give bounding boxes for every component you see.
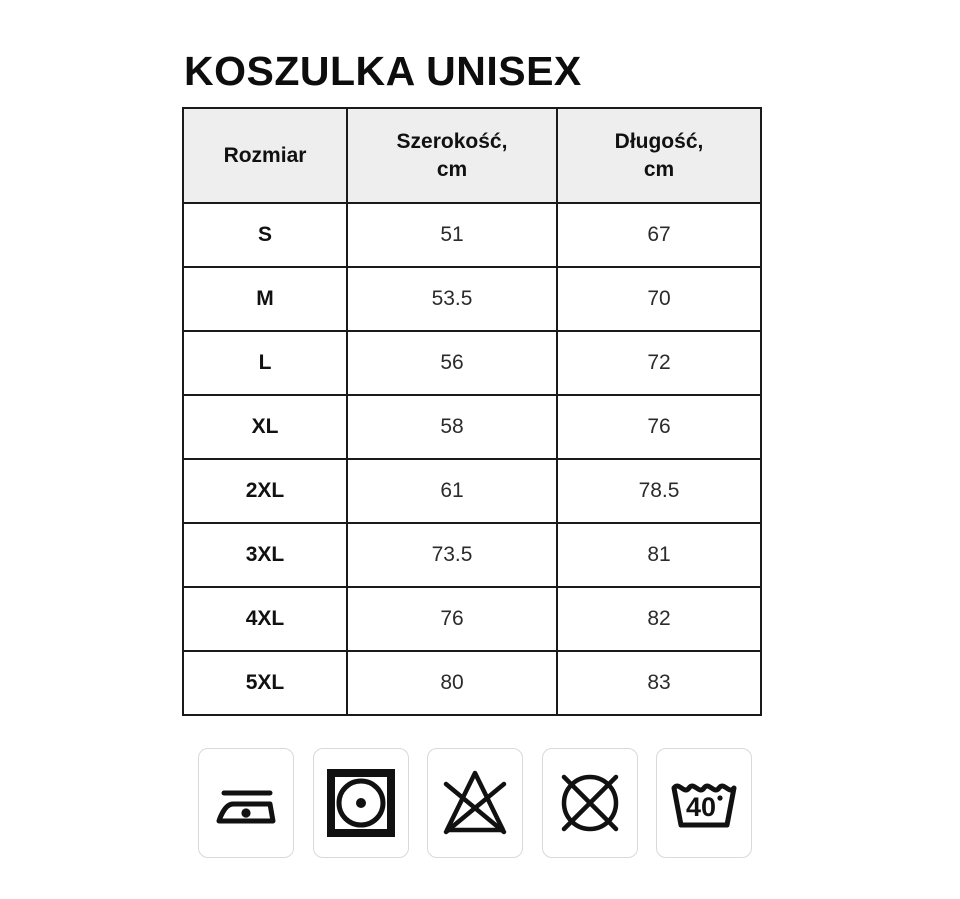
do-not-bleach-icon	[443, 770, 507, 835]
care-symbols-row: 40	[198, 747, 752, 859]
table-row: XL 58 76	[182, 394, 762, 460]
page-title: KOSZULKA UNISEX	[184, 48, 582, 94]
tumble-dry-low-icon	[326, 769, 395, 837]
do-not-dry-clean-icon	[561, 774, 618, 832]
cell-size: 3XL	[182, 522, 348, 588]
column-header-length-line1: Długość,	[614, 129, 704, 153]
column-header-length: Długość, cm	[556, 107, 762, 204]
wash-40-icon: 40	[671, 783, 737, 828]
cell-length: 78.5	[556, 458, 762, 524]
care-symbol-iron	[198, 748, 294, 858]
cell-length: 67	[556, 202, 762, 268]
cell-size: 5XL	[182, 650, 348, 716]
cell-size: XL	[182, 394, 348, 460]
table-row: M 53.5 70	[182, 266, 762, 332]
wash-temperature-label: 40	[686, 792, 716, 822]
care-symbol-do-not-dry-clean	[541, 748, 638, 858]
cell-length: 72	[556, 330, 762, 396]
iron-dot-icon	[241, 808, 251, 818]
cell-length: 76	[556, 394, 762, 460]
cell-length: 83	[556, 650, 762, 716]
column-header-width-line2: cm	[436, 157, 468, 181]
column-header-length-line2: cm	[643, 157, 675, 181]
cell-width: 61	[346, 458, 558, 524]
table-header-row: Rozmiar Szerokość, cm Długość, cm	[182, 107, 762, 204]
cell-size: L	[182, 330, 348, 396]
cell-length: 81	[556, 522, 762, 588]
cell-width: 56	[346, 330, 558, 396]
table-row: 3XL 73.5 81	[182, 522, 762, 588]
cell-size: S	[182, 202, 348, 268]
cell-length: 70	[556, 266, 762, 332]
table-row: 2XL 61 78.5	[182, 458, 762, 524]
table-body: S 51 67 M 53.5 70 L 56 72 XL 58 76 2XL 6	[182, 202, 762, 716]
table-row: L 56 72	[182, 330, 762, 396]
column-header-size-line1: Rozmiar	[223, 143, 307, 167]
care-symbol-wash-40: 40	[656, 748, 752, 858]
table-row: 4XL 76 82	[182, 586, 762, 652]
cell-size: 2XL	[182, 458, 348, 524]
cell-width: 80	[346, 650, 558, 716]
cell-width: 51	[346, 202, 558, 268]
degree-symbol-icon	[717, 795, 723, 801]
table-row: S 51 67	[182, 202, 762, 268]
iron-low-temperature-icon	[216, 790, 276, 824]
cell-width: 73.5	[346, 522, 558, 588]
care-symbol-do-not-bleach	[427, 748, 523, 858]
table-row: 5XL 80 83	[182, 650, 762, 716]
column-header-size: Rozmiar	[182, 107, 348, 204]
cell-width: 58	[346, 394, 558, 460]
column-header-width-line1: Szerokość,	[396, 129, 508, 153]
table-header: Rozmiar Szerokość, cm Długość, cm	[182, 107, 762, 204]
cell-width: 76	[346, 586, 558, 652]
tumble-dry-dot-icon	[355, 798, 366, 808]
size-table: Rozmiar Szerokość, cm Długość, cm S 51 6…	[182, 107, 762, 716]
cell-length: 82	[556, 586, 762, 652]
cell-size: M	[182, 266, 348, 332]
cell-size: 4XL	[182, 586, 348, 652]
cell-width: 53.5	[346, 266, 558, 332]
care-symbol-tumble-dry	[312, 748, 409, 858]
column-header-width: Szerokość, cm	[346, 107, 558, 204]
